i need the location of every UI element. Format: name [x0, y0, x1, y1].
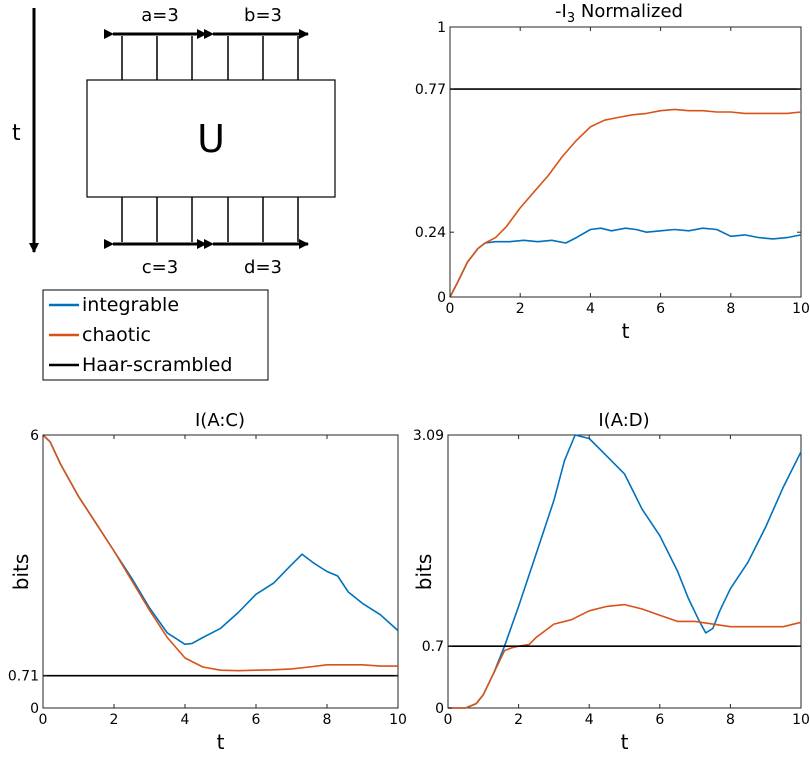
- iac-series-chaotic: [42, 434, 398, 672]
- iad-y-tick-label: 0.7: [422, 639, 444, 655]
- iad-x-tick-label: 6: [655, 712, 664, 728]
- iac-x-tick-label: 8: [323, 712, 332, 728]
- chart-iad-title: I(A:D): [598, 410, 649, 431]
- i3-y-tick-label: 0: [437, 290, 446, 306]
- chart-iac-axes: 0 2 4 6 8 10 0 0.71 6 t: [8, 428, 407, 754]
- iad-x-tick-label: 4: [585, 712, 594, 728]
- iad-x-axis-label: t: [621, 730, 629, 754]
- iac-y-tick-label: 6: [30, 428, 39, 444]
- iad-x-tick-label: 0: [444, 712, 453, 728]
- d-label: d=3: [244, 257, 282, 278]
- bottom-legs: [121, 197, 299, 242]
- i3-x-tick-label: 4: [586, 301, 595, 317]
- a-label: a=3: [141, 5, 179, 26]
- i3-x-tick-label: 0: [446, 301, 455, 317]
- i3-x-axis-label: t: [622, 319, 630, 343]
- chart-iac: I(A:C) bits 0 2 4 6 8 10 0 0.71 6 t: [8, 410, 407, 754]
- iad-plot-area: [447, 434, 802, 709]
- time-label: t: [12, 121, 21, 146]
- iad-x-tick-label: 8: [726, 712, 735, 728]
- iad-series-chaotic: [448, 603, 802, 709]
- i3-x-tick-label: 6: [656, 301, 665, 317]
- unitary-gate-box: [86, 79, 336, 198]
- c-label: c=3: [142, 257, 178, 278]
- iac-x-tick-label: 2: [110, 712, 119, 728]
- iac-x-tick-label: 0: [39, 712, 48, 728]
- i3-y-tick-label: 0.24: [415, 225, 446, 241]
- legend: integrable chaotic Haar-scrambled: [42, 289, 269, 381]
- iac-y-tick-label: 0: [30, 701, 39, 717]
- iad-y-tick-label: 3.09: [413, 428, 444, 444]
- chart-i3-title-rest: Normalized: [575, 1, 683, 22]
- legend-chaotic-label: chaotic: [82, 324, 151, 346]
- legend-box: [42, 289, 269, 381]
- circuit-diagram: t U a=3 b=3 c=3 d=3: [12, 5, 336, 278]
- iac-x-tick-label: 4: [181, 712, 190, 728]
- i3-x-tick-label: 2: [516, 301, 525, 317]
- iac-plot-area: [42, 434, 399, 709]
- iac-x-tick-label: 10: [389, 712, 407, 728]
- i3-y-tick-label: 1: [437, 20, 446, 36]
- chart-iad: I(A:D) bits 0 2 4 6 8 10 0 0.7 3.09 t: [412, 410, 810, 754]
- iac-x-axis-label: t: [217, 730, 225, 754]
- legend-haar-label: Haar-scrambled: [82, 354, 232, 376]
- iad-y-tick-label: 0: [435, 701, 444, 717]
- legend-integrable-label: integrable: [82, 294, 179, 316]
- chart-i3-axes: 0 2 4 6 8 10 0 0.24 0.77 1 t: [415, 20, 810, 343]
- chart-iad-axes: 0 2 4 6 8 10 0 0.7 3.09 t: [413, 428, 810, 754]
- i3-y-tick-label: 0.77: [415, 82, 446, 98]
- chart-iac-ylabel: bits: [9, 554, 33, 591]
- chart-i3-title-sub: 3: [567, 11, 575, 26]
- i3-series-integrable: [449, 227, 802, 298]
- b-label: b=3: [244, 5, 282, 26]
- i3-plot-area: [449, 26, 802, 298]
- chart-i3-title-main: -I: [555, 1, 567, 22]
- i3-series-chaotic: [449, 108, 802, 298]
- i3-x-tick-label: 10: [792, 301, 810, 317]
- chart-iad-ylabel: bits: [412, 554, 436, 591]
- iad-x-tick-label: 10: [792, 712, 810, 728]
- iac-x-tick-label: 6: [252, 712, 261, 728]
- unitary-gate-label: U: [197, 117, 225, 161]
- chart-iac-title: I(A:C): [195, 410, 245, 431]
- chart-i3-normalized: -I3 Normalized 0 2 4 6 8 10 0 0.24 0.77 1 t: [415, 1, 810, 343]
- i3-x-tick-label: 8: [726, 301, 735, 317]
- chart-i3-title: -I3 Normalized: [555, 1, 683, 26]
- iac-y-tick-label: 0.71: [8, 669, 39, 685]
- iad-x-tick-label: 2: [514, 712, 523, 728]
- top-legs: [121, 36, 299, 80]
